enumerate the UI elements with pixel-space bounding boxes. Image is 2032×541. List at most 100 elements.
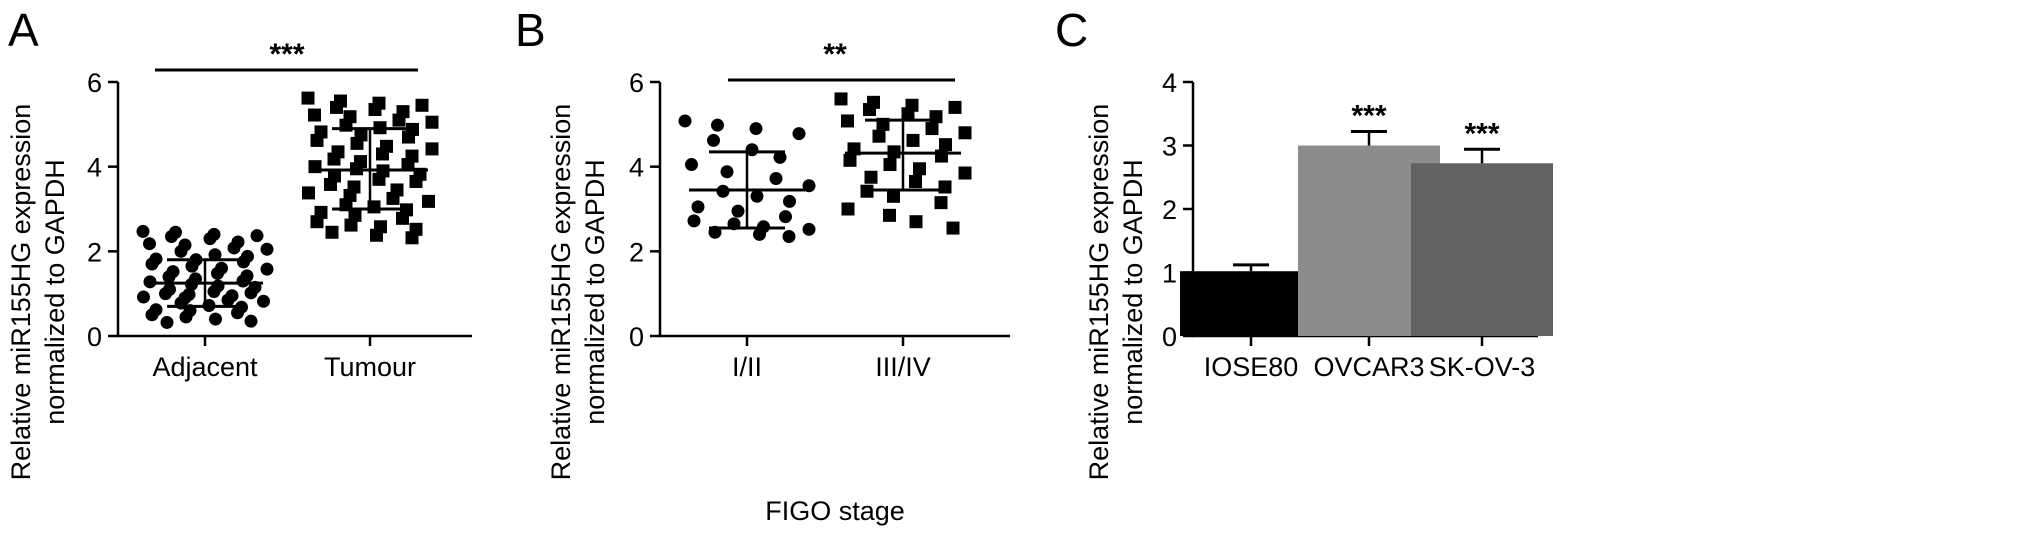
y-axis-label-a: Relative miR155HG expression normalized … [6, 104, 70, 481]
data-point-adjacent [160, 315, 174, 329]
y-ticks-a: 0 2 4 6 [87, 68, 118, 352]
data-point-adjacent [165, 230, 178, 244]
data-point-i-ii [802, 222, 816, 236]
data-point-tumour [325, 225, 339, 239]
data-point-tumour [301, 91, 315, 105]
data-point-adjacent [159, 287, 172, 301]
data-point-i-ii [691, 200, 705, 214]
data-point-i-ii [687, 214, 701, 228]
data-point-iii-iv [909, 215, 923, 229]
data-point-adjacent [250, 229, 264, 243]
data-point-i-ii [678, 114, 692, 128]
panel-label-a: A [8, 4, 39, 56]
data-point-iii-iv [841, 114, 854, 128]
data-point-iii-iv [948, 100, 962, 114]
data-point-adjacent [244, 314, 258, 328]
data-point-iii-iv [883, 158, 897, 172]
data-point-tumour [405, 231, 419, 245]
data-point-i-ii [749, 122, 763, 136]
data-point-adjacent [179, 310, 193, 324]
x-tick-label: Tumour [324, 352, 416, 382]
y-tick-label: 6 [87, 68, 102, 98]
data-point-tumour [386, 191, 400, 205]
data-point-adjacent [236, 274, 250, 288]
data-point-i-ii [720, 165, 734, 179]
data-point-iii-iv [883, 208, 896, 222]
panel-label-c: C [1055, 4, 1088, 56]
x-tick-label: III/IV [875, 352, 931, 382]
data-point-iii-iv [864, 170, 878, 184]
data-point-adjacent [260, 242, 274, 256]
data-point-tumour [401, 158, 415, 172]
data-point-tumour [425, 115, 439, 129]
data-point-adjacent [221, 293, 235, 307]
data-point-adjacent [257, 294, 270, 308]
data-point-adjacent [145, 308, 159, 322]
data-point-iii-iv [872, 129, 886, 143]
data-point-adjacent [208, 248, 222, 262]
x-axis-label-b: FIGO stage [765, 496, 905, 526]
panel-a: A Relative miR155HG expression normalize… [6, 4, 472, 480]
data-point-iii-iv [901, 107, 915, 121]
data-point-adjacent [162, 270, 176, 284]
data-point-adjacent [211, 266, 224, 280]
y-axis-label-line2: normalized to GAPDH [40, 159, 70, 425]
y-axis-label-line1: Relative miR155HG expression [546, 104, 576, 481]
data-point-adjacent [145, 257, 159, 271]
y-tick-label: 4 [629, 153, 644, 183]
y-tick-label: 2 [87, 237, 102, 267]
data-point-iii-iv [906, 133, 920, 147]
y-tick-label: 0 [629, 322, 644, 352]
x-ticks-c: IOSE80 OVCAR3 SK-OV-3 [1204, 336, 1535, 382]
data-point-tumour [330, 100, 343, 114]
panel-c: C Relative miR155HG expression normalize… [1055, 4, 1553, 480]
data-point-tumour [396, 211, 409, 225]
data-point-iii-iv [938, 180, 952, 194]
y-axis-label-line2: normalized to GAPDH [1118, 159, 1148, 425]
y-tick-label: 2 [629, 237, 644, 267]
data-point-iii-iv [863, 103, 876, 117]
data-point-tumour [310, 133, 324, 147]
data-point-adjacent [244, 286, 258, 300]
data-point-tumour [415, 98, 429, 112]
y-tick-label: 0 [87, 322, 102, 352]
panel-label-b: B [515, 4, 546, 56]
data-point-iii-iv [843, 153, 857, 167]
x-tick-label: OVCAR3 [1313, 352, 1424, 382]
data-point-tumour [402, 130, 415, 144]
y-axis-label-line1: Relative miR155HG expression [6, 104, 36, 481]
x-ticks-b: I/II III/IV [732, 336, 931, 382]
data-point-tumour [302, 186, 315, 200]
data-point-iii-iv [841, 202, 855, 216]
bar-sk-ov-3 [1411, 163, 1553, 336]
y-axis-label-line1: Relative miR155HG expression [1084, 104, 1114, 481]
data-point-adjacent [237, 255, 250, 269]
y-tick-label: 3 [1162, 132, 1177, 162]
data-point-adjacent [137, 290, 150, 304]
data-point-i-ii [782, 230, 796, 244]
x-tick-label: Adjacent [152, 352, 258, 382]
y-axis-label-line2: normalized to GAPDH [580, 159, 610, 425]
data-point-adjacent [143, 237, 156, 251]
x-tick-label: IOSE80 [1204, 352, 1299, 382]
data-point-tumour [344, 218, 358, 232]
data-point-tumour [372, 172, 386, 186]
data-point-tumour [376, 147, 389, 161]
data-point-tumour [308, 108, 321, 122]
data-point-adjacent [260, 262, 274, 276]
data-point-iii-iv [913, 162, 926, 176]
data-point-adjacent [209, 312, 222, 326]
data-point-tumour [392, 113, 406, 127]
data-point-iii-iv [935, 149, 948, 163]
data-point-adjacent [174, 244, 188, 258]
data-point-iii-iv [887, 189, 900, 203]
y-tick-label: 2 [1162, 195, 1177, 225]
data-point-iii-iv [939, 138, 952, 152]
data-point-tumour [368, 103, 382, 117]
data-point-i-ii [707, 133, 720, 147]
bars-c: *** *** [1180, 100, 1553, 336]
data-point-iii-iv [958, 126, 972, 140]
scatter-points-b [678, 92, 972, 244]
data-point-tumour [310, 215, 324, 229]
x-ticks-a: Adjacent Tumour [152, 336, 416, 382]
